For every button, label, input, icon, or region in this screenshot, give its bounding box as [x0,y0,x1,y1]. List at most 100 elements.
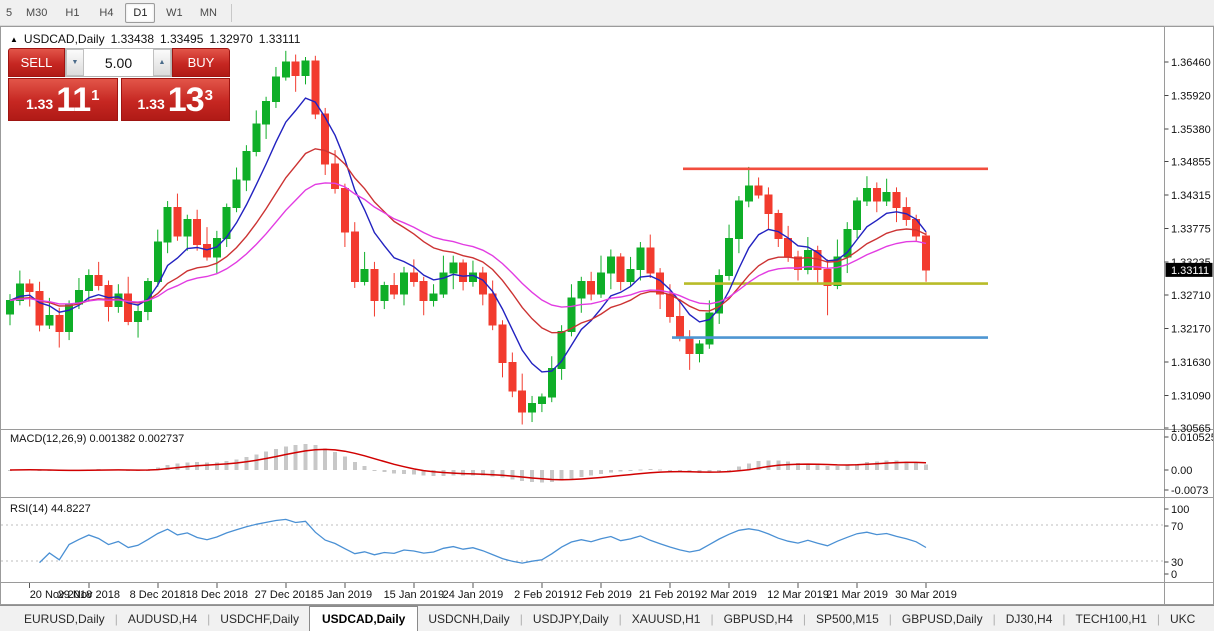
timeframe-h1[interactable]: H1 [65,6,80,19]
sell-price-main: 11 [56,81,91,119]
moving-averages [9,97,927,373]
chart-window: 1.36460 1.35920 1.35380 1.34855 1.34315 1.337… [0,26,1214,605]
buy-price-main: 13 [167,81,205,119]
sell-price-prefix: 1.33 [25,96,54,112]
svg-text:1.35380: 1.35380 [1171,124,1211,136]
buy-button[interactable]: BUY [172,48,230,77]
tab-eurusd-daily[interactable]: EURUSD,Daily [24,611,105,626]
macd-values: 0.001382 0.002737 [89,433,185,445]
ohlc-low: 1.32970 [209,32,253,46]
toolbar-separator [231,3,233,22]
tab-list: EURUSD,Daily | AUDUSD,H4 | USDCHF,Daily USDCA… [14,606,1205,631]
symbol-name: USDCAD,Daily [23,32,105,46]
macd-name: MACD(12,26,9) [10,433,87,445]
rsi-levels [1,524,1165,562]
tab-tech100-h1[interactable]: TECH100,H1 [1075,611,1147,626]
ohlc-open: 1.33438 [110,32,154,46]
svg-text:21 Mar 2019: 21 Mar 2019 [826,589,888,601]
tab-separator: | [802,611,807,626]
timeframe-m30[interactable]: M30 [26,6,48,19]
svg-text:-0.0073: -0.0073 [1171,485,1208,497]
svg-text:70: 70 [1171,521,1183,533]
svg-text:15 Jan 2019: 15 Jan 2019 [384,589,445,601]
svg-text:1.30565: 1.30565 [1171,423,1211,435]
tab-usdchf-daily[interactable]: USDCHF,Daily [220,611,299,626]
svg-text:18 Dec 2018: 18 Dec 2018 [186,589,248,601]
svg-text:2 Mar 2019: 2 Mar 2019 [701,589,757,601]
tab-gbpusd-h4[interactable]: GBPUSD,H4 [723,611,793,626]
tab-separator: | [207,611,211,626]
tab-gbpusd-daily[interactable]: GBPUSD,Daily [901,611,983,626]
tab-usdjpy-daily[interactable]: USDJPY,Daily [532,611,609,626]
fast-ema [9,97,927,373]
volume-increase-icon[interactable]: ▲ [153,49,171,76]
svg-text:1.34315: 1.34315 [1171,190,1211,202]
collapse-triangle-icon[interactable]: ▲ [10,34,18,44]
svg-text:24 Jan 2019: 24 Jan 2019 [443,589,504,601]
macd-axis: 0.010525 0.00 -0.0073 [1164,432,1213,497]
tab-separator: | [710,611,714,626]
svg-text:1.33111: 1.33111 [1171,265,1209,277]
volume-input[interactable] [84,49,153,76]
svg-text:0.00: 0.00 [1171,465,1192,477]
ohlc-close: 1.33111 [258,32,301,46]
rsi-name: RSI(14) [10,503,48,515]
tab-usdcnh-daily[interactable]: USDCNH,Daily [428,611,510,626]
timeframe-w1[interactable]: W1 [166,6,183,19]
svg-text:30 Mar 2019: 30 Mar 2019 [895,589,957,601]
volume-stepper: ▼ ▲ [65,48,172,77]
panel-separators [1,27,1213,604]
svg-text:1.36460: 1.36460 [1171,57,1211,69]
svg-text:0: 0 [1171,569,1177,581]
svg-text:1.34855: 1.34855 [1171,157,1211,169]
svg-text:30: 30 [1171,557,1183,569]
volume-decrease-icon[interactable]: ▼ [66,49,84,76]
svg-text:1.32710: 1.32710 [1171,290,1211,302]
svg-text:8 Dec 2018: 8 Dec 2018 [130,589,186,601]
price-chart-canvas[interactable]: 1.364601.359201.353801.348551.343151.337… [1,27,1213,604]
svg-text:1.31090: 1.31090 [1171,390,1211,402]
tab-audusd-h4[interactable]: AUDUSD,H4 [127,611,198,626]
timeframe-mn[interactable]: MN [199,6,217,19]
sell-price-pip: 1 [91,87,100,104]
ohlc-high: 1.33495 [160,32,204,46]
horizontal-line-objects[interactable] [672,167,988,339]
sell-price-button[interactable]: 1.33 11 1 [8,78,118,121]
tab-xauusd-h1[interactable]: XAUUSD,H1 [631,611,701,626]
svg-text:29 Nov 2018: 29 Nov 2018 [58,589,120,601]
svg-text:1.32170: 1.32170 [1171,323,1211,335]
svg-text:0.010525: 0.010525 [1171,432,1213,444]
rsi-value: 44.8227 [50,503,91,515]
tab-usdcad-daily[interactable]: USDCAD,Daily [308,606,419,631]
rsi-indicator-label: RSI(14) 44.8227 [10,503,91,515]
current-price-badge: 1.33111 [1165,262,1213,277]
timeframe-5[interactable]: 5 [5,6,13,19]
tab-separator: | [114,611,118,626]
tab-separator: | [1062,611,1066,626]
one-click-trading-panel: SELL ▼ ▲ BUY 1.33 11 1 1.33 13 3 [8,48,230,121]
svg-text:20 Nov 2018: 20 Nov 2018 [30,589,92,601]
chart-tab-bar: EURUSD,Daily | AUDUSD,H4 | USDCHF,Daily USDCA… [0,605,1214,631]
buy-price-pip: 3 [204,87,213,104]
tab-separator: | [888,611,892,626]
rsi-line [39,518,927,564]
tab-separator: | [992,611,996,626]
svg-text:5 Jan 2019: 5 Jan 2019 [318,589,372,601]
tab-sp500-m15[interactable]: SP500,M15 [816,611,879,626]
tab-dj30-h4[interactable]: DJ30,H4 [1005,611,1053,626]
tab-ukc[interactable]: UKC [1170,611,1196,626]
buy-price-button[interactable]: 1.33 13 3 [120,78,230,121]
svg-text:12 Feb 2019: 12 Feb 2019 [570,589,632,601]
svg-text:21 Feb 2019: 21 Feb 2019 [639,589,701,601]
svg-text:12 Mar 2019: 12 Mar 2019 [767,589,829,601]
tab-separator: | [519,611,523,626]
timeframe-d1[interactable]: D1 [125,2,156,23]
sell-button[interactable]: SELL [8,48,65,77]
chart-title: ▲ USDCAD,Daily 1.33438 1.33495 1.32970 1… [10,32,300,46]
macd-signal-line [9,448,927,481]
price-axis: 1.36460 1.35920 1.35380 1.34855 1.34315 1.337… [1164,57,1211,435]
svg-text:1.31630: 1.31630 [1171,357,1211,369]
rsi-axis: 100 70 300 [1164,504,1189,581]
timeframe-h4[interactable]: H4 [99,6,114,19]
